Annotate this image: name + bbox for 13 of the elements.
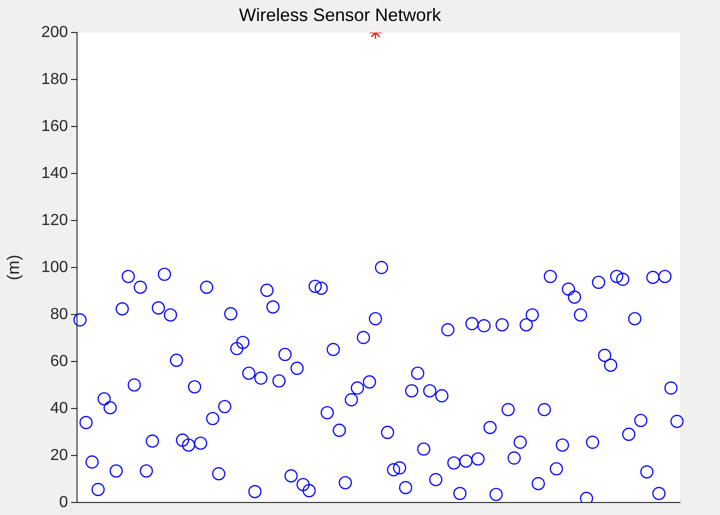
y-tick-label: 120: [41, 212, 68, 229]
y-tick-label: 140: [41, 164, 68, 182]
y-tick-label: 200: [41, 24, 68, 42]
y-tick-label: 180: [41, 70, 68, 88]
y-tick-label: 60: [50, 352, 68, 370]
y-tick-label: 20: [50, 446, 68, 464]
y-axis-title: (m): [4, 254, 23, 280]
y-tick-label: 100: [41, 258, 68, 276]
y-tick-label: 160: [41, 118, 68, 135]
chart-title: Wireless Sensor Network: [238, 4, 442, 25]
y-tick-label: 80: [50, 306, 68, 323]
y-tick-label: 40: [50, 400, 68, 417]
y-tick-label: 0: [59, 494, 68, 511]
